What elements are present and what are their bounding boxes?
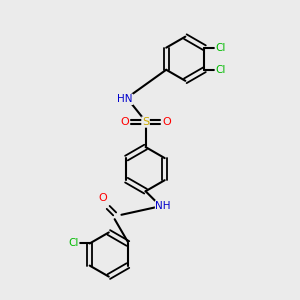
Text: O: O — [98, 193, 107, 203]
Text: S: S — [142, 117, 149, 127]
Text: Cl: Cl — [215, 65, 226, 75]
Text: O: O — [120, 117, 129, 127]
Text: NH: NH — [155, 201, 171, 211]
Text: Cl: Cl — [215, 43, 226, 53]
Text: O: O — [162, 117, 171, 127]
Text: HN: HN — [117, 94, 133, 104]
Text: Cl: Cl — [68, 238, 79, 248]
